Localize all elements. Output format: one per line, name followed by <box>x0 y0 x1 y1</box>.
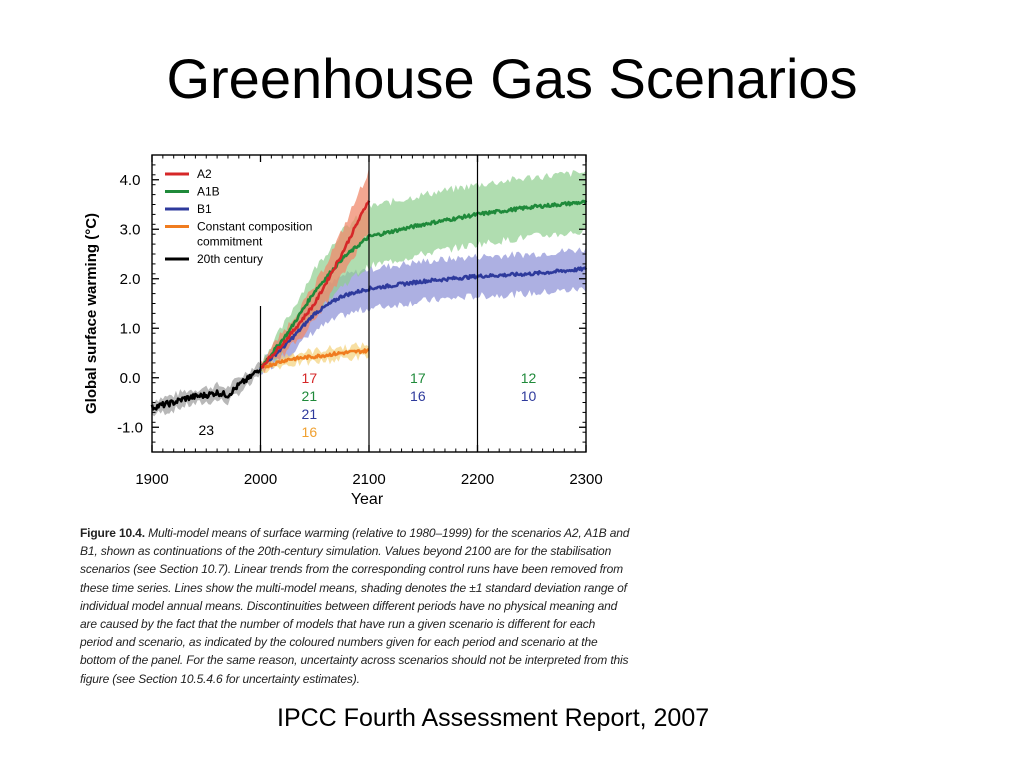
series-line-b1 <box>259 266 588 370</box>
y-tick-label: 3.0 <box>120 221 141 238</box>
series-line-constant-composition-commitment <box>259 348 370 369</box>
model-count-label: 16 <box>302 424 318 440</box>
series-line-a1b <box>259 199 588 369</box>
figure-caption: Figure 10.4. Multi-model means of surfac… <box>80 524 630 688</box>
y-tick-label: 2.0 <box>120 271 141 288</box>
model-count-label: 16 <box>410 388 426 404</box>
caption-text: Multi-model means of surface warming (re… <box>80 526 630 686</box>
series-line-a2 <box>259 200 371 369</box>
series-line-20th-century <box>150 368 262 411</box>
legend-label-constant-composition-commitment: Constant composition commitment <box>197 220 312 249</box>
y-tick-label: 4.0 <box>120 172 141 189</box>
model-count-label: 21 <box>302 406 318 422</box>
y-tick-label: 1.0 <box>120 320 141 337</box>
x-tick-label-2200: 2200 <box>461 471 494 488</box>
model-count-label: 12 <box>521 370 537 386</box>
model-count-label: 17 <box>302 370 318 386</box>
model-count-label: 23 <box>198 422 214 438</box>
band-20th-century <box>152 361 261 417</box>
band-a2 <box>260 167 369 374</box>
slide-title: Greenhouse Gas Scenarios <box>166 47 858 110</box>
band-a1b <box>260 170 586 375</box>
model-count-label: 17 <box>410 370 426 386</box>
model-count-label: 21 <box>302 388 318 404</box>
legend-label-b1: B1 <box>197 202 212 216</box>
legend-label-a1b: A1B <box>197 185 220 199</box>
caption-label: Figure 10.4. <box>80 526 145 540</box>
y-tick-label: 0.0 <box>120 370 141 387</box>
model-count-label: 10 <box>521 388 537 404</box>
y-axis-label: Global surface warming (°C) <box>83 213 100 414</box>
source-citation: IPCC Fourth Assessment Report, 2007 <box>277 704 710 732</box>
legend-label-20th-century: 20th century <box>197 252 263 266</box>
x-tick-label-1900: 1900 <box>135 471 168 488</box>
x-tick-label-2100: 2100 <box>352 471 385 488</box>
x-tick-label-2000: 2000 <box>244 471 277 488</box>
y-tick-label: -1.0 <box>117 419 143 436</box>
x-axis-label: Year <box>351 491 384 508</box>
legend-label-a2: A2 <box>197 167 212 181</box>
x-tick-label-2300: 2300 <box>569 471 602 488</box>
